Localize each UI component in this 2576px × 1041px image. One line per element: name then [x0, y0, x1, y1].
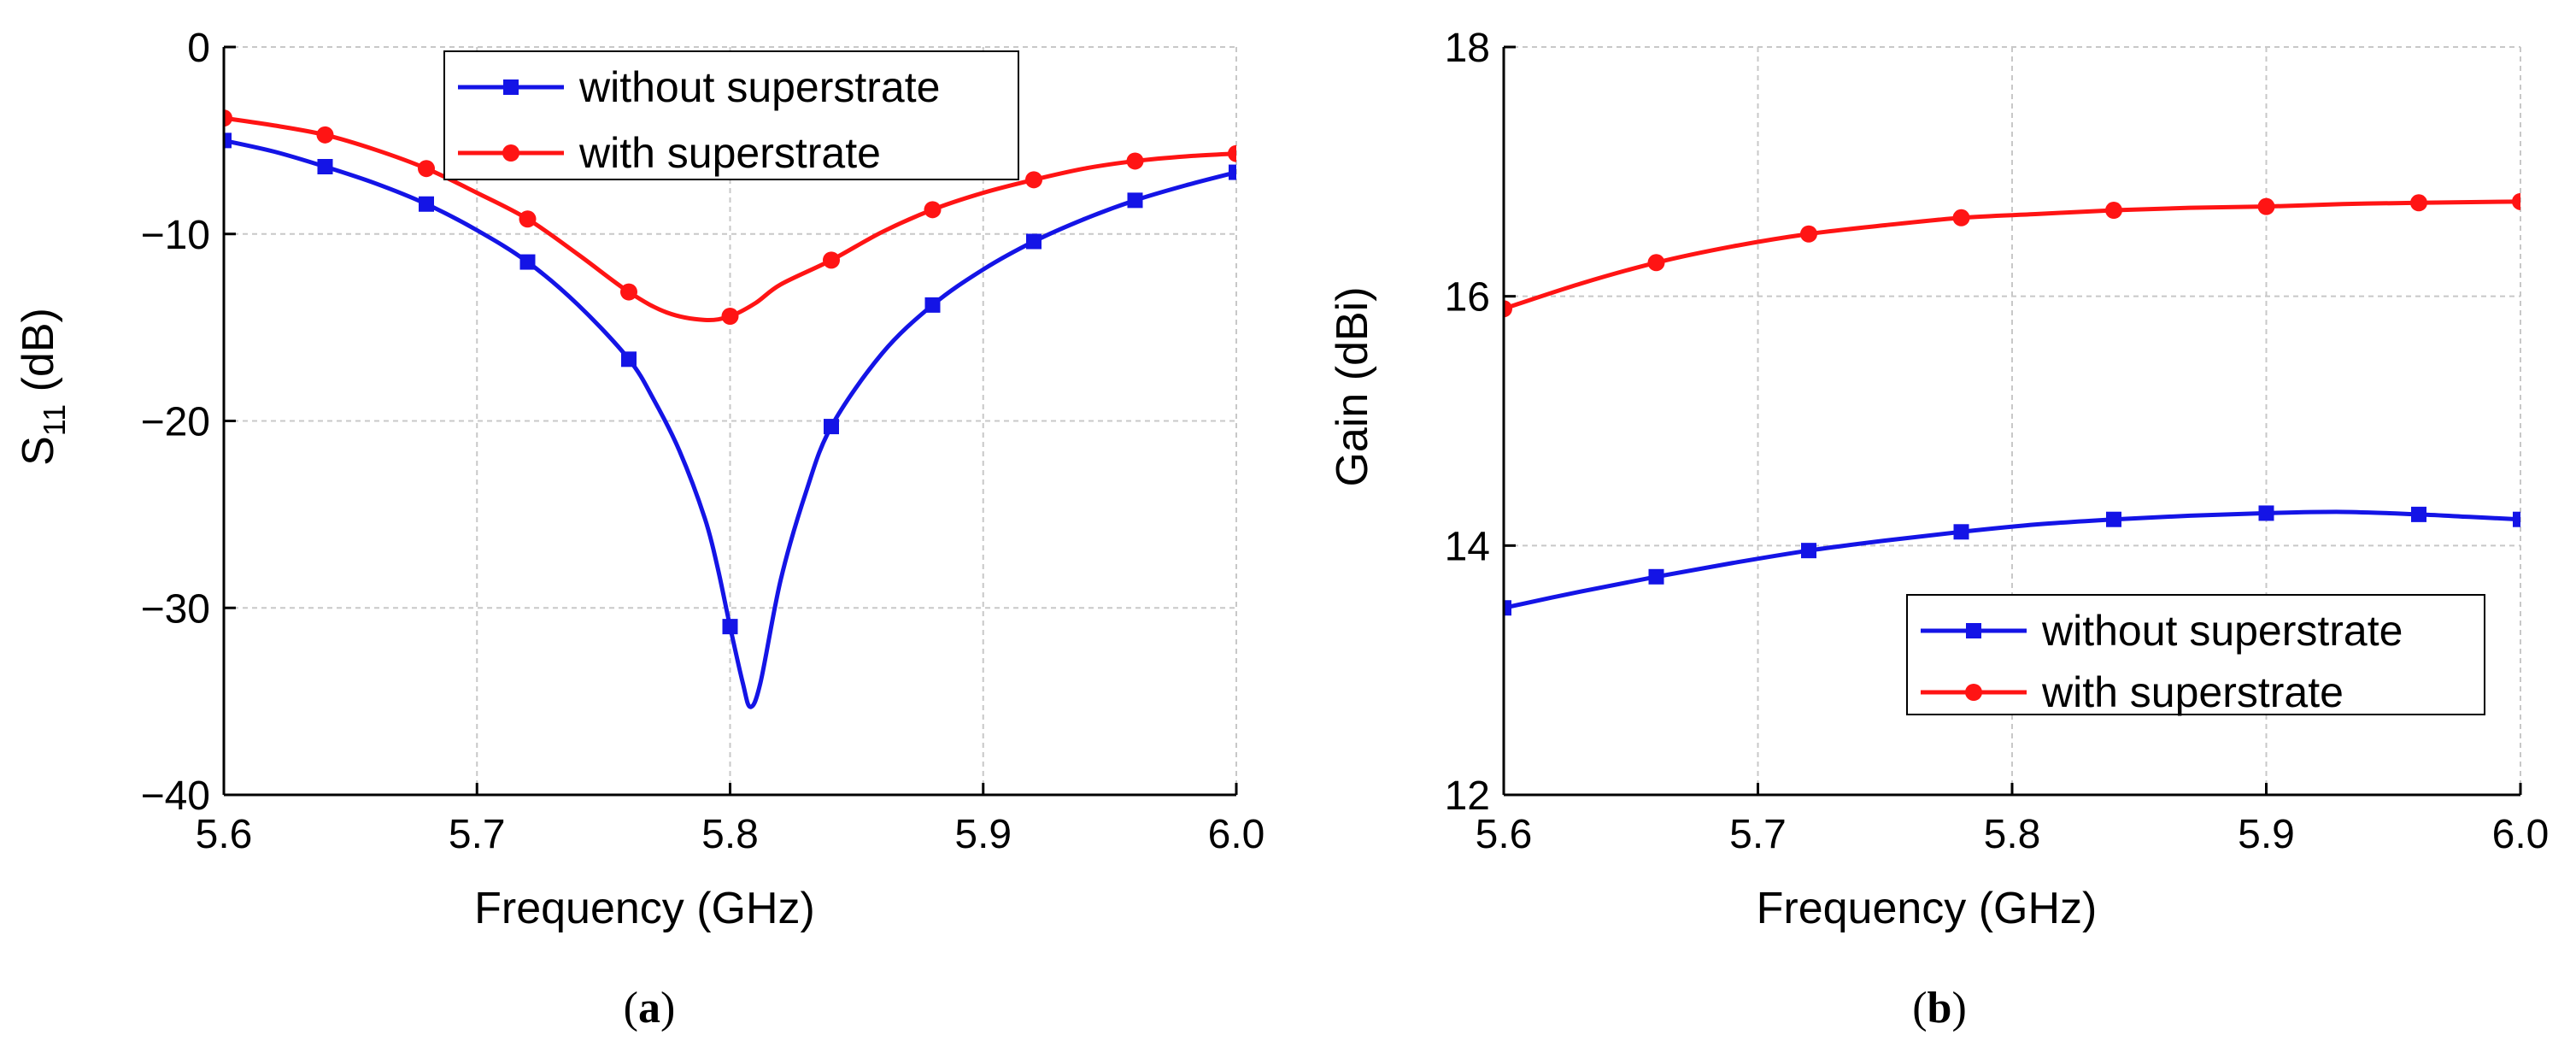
data-point-circle [721, 308, 739, 325]
data-point-circle [418, 160, 435, 178]
series-line [224, 138, 1236, 709]
data-point-circle [1647, 254, 1665, 272]
data-point-circle [519, 210, 537, 228]
data-point-square [621, 351, 637, 368]
x-tick-label: 5.6 [196, 812, 253, 857]
y-tick-label: −30 [141, 586, 210, 632]
x-axis-label: Frequency (GHz) [474, 884, 815, 933]
legend-box [443, 50, 1019, 180]
data-point-circle [620, 283, 637, 301]
legend: without superstrate with superstrate [1906, 594, 2485, 716]
x-tick-label: 5.6 [1476, 812, 1533, 857]
data-point-circle [823, 251, 840, 269]
data-point-circle [924, 201, 942, 219]
x-tick-label: 6.0 [1208, 812, 1265, 857]
y-tick-label: −20 [141, 400, 210, 445]
data-point-square [1801, 543, 1816, 559]
data-point-circle [2105, 202, 2122, 220]
chart-b: 5.6 5.7 5.8 5.9 6.0 12 14 16 18 Frequency (GHz) Ga… [1328, 26, 2549, 1032]
data-point-square [1026, 233, 1042, 250]
legend-label: with superstrate [578, 129, 881, 177]
data-point-circle [1025, 171, 1042, 189]
data-point-square [1953, 524, 1969, 540]
data-point-square [1648, 568, 1664, 585]
legend-swatch-circle [1965, 684, 1982, 701]
y-tick-label: 14 [1445, 524, 1490, 569]
data-point-square [722, 619, 738, 635]
data-point-square [924, 297, 941, 313]
x-tick-label: 5.7 [449, 812, 506, 857]
x-tick-label: 5.8 [701, 812, 759, 857]
data-point-circle [316, 126, 334, 144]
subfigure-caption: (b) [1912, 984, 1967, 1032]
plot-area [224, 109, 1236, 709]
legend-swatch-circle [502, 144, 519, 162]
data-point-square [1229, 164, 1236, 180]
data-point-square [2411, 506, 2426, 522]
legend-label: with superstrate [2041, 668, 2344, 716]
data-point-circle [2410, 194, 2427, 212]
y-axis-label-subscript: 11 [37, 404, 72, 436]
x-tick-label: 5.8 [1984, 812, 2041, 857]
legend-label: without superstrate [2041, 607, 2403, 655]
x-tick-label: 5.9 [2238, 812, 2295, 857]
y-tick-label: 12 [1445, 773, 1490, 819]
data-point-circle [1228, 144, 1236, 162]
caption-letter: a [638, 984, 660, 1032]
data-point-square [2106, 511, 2121, 527]
caption-close-paren: ) [1951, 984, 1966, 1032]
y-axis-label-unit: (dB) [14, 308, 63, 404]
caption-open-paren: ( [624, 984, 638, 1032]
data-point-circle [2257, 197, 2275, 215]
legend: without superstrate with superstrate [443, 50, 1019, 180]
data-point-circle [1800, 225, 1817, 243]
x-axis-label: Frequency (GHz) [1757, 884, 2098, 933]
y-tick-label: −40 [141, 773, 210, 819]
y-axis-label: S11 (dB) [14, 308, 72, 466]
legend-swatch-square [1966, 623, 1981, 638]
data-point-circle [1126, 152, 1144, 170]
data-point-circle [1952, 209, 1970, 226]
legend-label: without superstrate [578, 63, 940, 111]
series-line [1504, 509, 2520, 610]
data-point-square [1504, 600, 1511, 616]
y-axis-label-main: Gain (dBi) [1328, 286, 1377, 486]
y-axis-label-main: S [14, 436, 63, 466]
data-point-square [519, 254, 536, 270]
data-point-square [224, 132, 232, 149]
data-point-square [419, 196, 434, 212]
data-point-square [824, 419, 839, 435]
data-point-circle [1504, 300, 1512, 318]
data-point-square [2258, 505, 2274, 521]
data-point-square [1127, 192, 1143, 209]
x-tick-label: 5.9 [954, 812, 1012, 857]
y-tick-label: 18 [1445, 26, 1490, 71]
series-line [1504, 199, 2520, 311]
data-point-square [2513, 511, 2520, 527]
y-tick-label: 16 [1445, 275, 1490, 321]
x-tick-label: 5.7 [1729, 812, 1787, 857]
subfigure-caption: (a) [624, 984, 676, 1032]
y-tick-label: 0 [187, 26, 210, 71]
legend-swatch-square [503, 79, 519, 95]
data-point-square [317, 159, 333, 174]
y-tick-label: −10 [141, 213, 210, 258]
legend-box [1906, 594, 2485, 715]
caption-letter: b [1928, 984, 1952, 1032]
caption-close-paren: ) [660, 984, 675, 1032]
plot-area [1504, 192, 2520, 616]
chart-a: 5.6 5.7 5.8 5.9 6.0 −40 −30 −20 −10 0 Frequency (G… [14, 26, 1265, 1032]
x-tick-label: 6.0 [2492, 812, 2550, 857]
data-point-circle [2512, 192, 2520, 210]
data-point-circle [224, 109, 232, 127]
caption-open-paren: ( [1912, 984, 1927, 1032]
y-axis-label: Gain (dBi) [1328, 286, 1377, 486]
